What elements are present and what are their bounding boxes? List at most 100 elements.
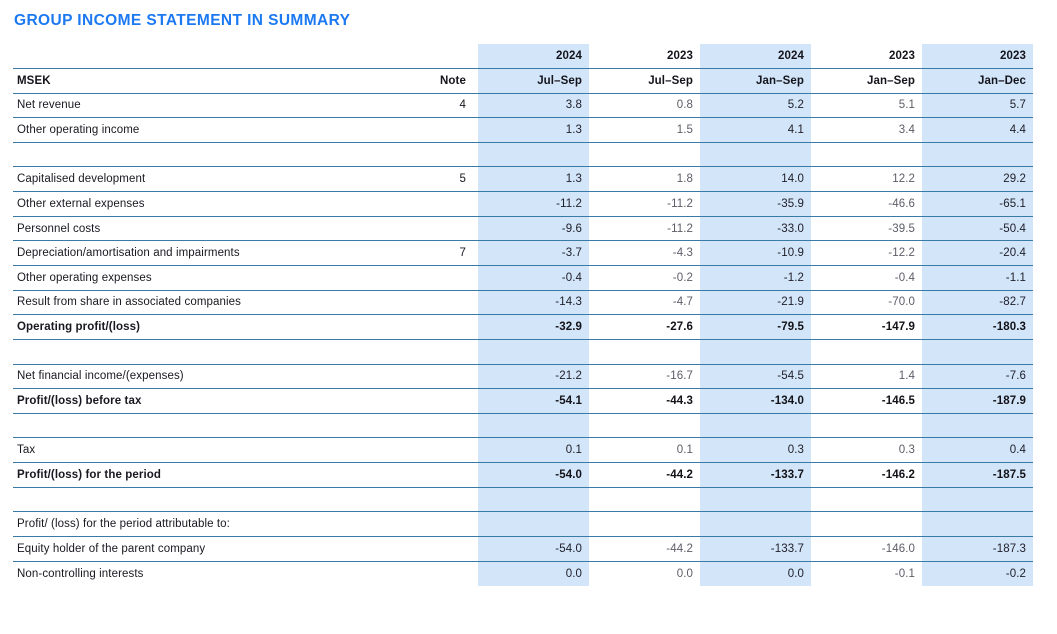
row-label-cell: Operating profit/(loss) — [13, 314, 418, 340]
value-cell: -54.1 — [478, 388, 589, 414]
value-cell — [922, 142, 1033, 168]
spacer-row — [13, 487, 1033, 513]
value-cell: -7.6 — [922, 364, 1033, 390]
value-cell: -134.0 — [700, 388, 811, 414]
value-cell: 14.0 — [700, 166, 811, 193]
note-cell: 7 — [418, 240, 478, 266]
value-cell — [478, 511, 589, 538]
period-header-col5: Jan–Dec — [922, 68, 1033, 94]
value-cell: -4.3 — [589, 240, 700, 266]
row-label-cell — [13, 413, 418, 439]
value-cell — [478, 142, 589, 168]
value-cell: -12.2 — [811, 240, 922, 266]
value-cell — [589, 511, 700, 538]
value-cell: -79.5 — [700, 314, 811, 340]
value-cell: -39.5 — [811, 216, 922, 242]
value-cell — [478, 413, 589, 439]
value-cell — [700, 142, 811, 168]
value-cell: 3.8 — [478, 93, 589, 119]
value-cell — [811, 511, 922, 538]
value-cell: 1.5 — [589, 117, 700, 143]
note-cell — [418, 437, 478, 464]
value-cell: -33.0 — [700, 216, 811, 242]
row-label-cell — [13, 339, 418, 365]
value-cell: 1.8 — [589, 166, 700, 193]
value-cell: 0.0 — [676, 567, 693, 580]
value-cell: -35.9 — [700, 191, 811, 217]
table-row: Other external expenses -11.2 -11.2 -35.9 -4… — [13, 191, 1033, 217]
row-label-cell: Other operating income — [13, 117, 418, 143]
value-cell — [478, 339, 589, 365]
table-row: Non-controlling interests 0.0 0.0 0.0 -0.1 -0… — [13, 561, 1033, 586]
table-row: Tax 0.1 0.1 0.3 0.3 0.4 — [13, 437, 1033, 464]
value-cell — [922, 487, 1033, 513]
value-cell: -54.5 — [700, 364, 811, 390]
row-label-cell: Profit/(loss) for the period — [13, 462, 418, 488]
value-cell: 5.2 — [700, 93, 811, 119]
value-cell — [589, 487, 700, 513]
value-cell: -65.1 — [922, 191, 1033, 217]
note-cell — [418, 388, 478, 414]
note-cell — [418, 117, 478, 143]
value-cell: 0.8 — [589, 93, 700, 119]
value-cell — [700, 487, 811, 513]
value-cell: 0.3 — [811, 437, 922, 464]
value-cell: -44.2 — [589, 462, 700, 488]
value-cell: 4.4 — [922, 117, 1033, 143]
year-header-spacer-label — [13, 44, 418, 69]
note-cell — [418, 265, 478, 291]
period-header-col2: Jul–Sep — [589, 68, 700, 94]
value-cell: -32.9 — [478, 314, 589, 340]
value-cell: 29.2 — [922, 166, 1033, 193]
table-row: Profit/ (loss) for the period attributab… — [13, 511, 1033, 538]
value-cell: -0.1 — [894, 567, 915, 580]
value-cell: 4.1 — [700, 117, 811, 143]
note-cell — [418, 511, 478, 538]
value-cell — [700, 339, 811, 365]
year-header-col5: 2023 — [922, 44, 1033, 69]
table-row: Capitalised development 5 1.3 1.8 14.0 12.2 29… — [13, 166, 1033, 193]
note-cell: 5 — [418, 166, 478, 193]
note-cell — [418, 413, 478, 439]
value-cell: 0.0 — [700, 561, 811, 586]
value-cell — [700, 511, 811, 538]
value-cell: -54.0 — [478, 462, 589, 488]
value-cell — [478, 487, 589, 513]
year-header-col3: 2024 — [700, 44, 811, 69]
table-header: 2024 2023 2024 2023 2023 MSEK Note Jul–S… — [13, 44, 1033, 94]
value-cell: -0.4 — [478, 265, 589, 291]
value-cell: -10.9 — [700, 240, 811, 266]
row-label-cell: Result from share in associated companie… — [13, 290, 418, 316]
value-cell: 0.0 — [478, 561, 589, 586]
income-statement-table: 2024 2023 2024 2023 2023 MSEK Note Jul–S… — [13, 44, 1033, 586]
value-cell: 1.4 — [811, 364, 922, 390]
note-cell — [418, 364, 478, 390]
value-cell: -27.6 — [589, 314, 700, 340]
value-cell: -11.2 — [589, 216, 700, 242]
value-cell: -146.0 — [811, 536, 922, 562]
note-cell — [418, 462, 478, 488]
value-cell: 1.3 — [478, 117, 589, 143]
row-label-cell: Depreciation/amortisation and impairment… — [13, 240, 418, 266]
value-cell: -3.7 — [478, 240, 589, 266]
row-label-cell: Other operating expenses — [13, 265, 418, 291]
value-cell: -44.3 — [589, 388, 700, 414]
value-cell: -0.2 — [589, 265, 700, 291]
row-label-cell: Personnel costs — [13, 216, 418, 242]
row-label-cell: Profit/ (loss) for the period attributab… — [13, 511, 418, 538]
row-label-cell: Net financial income/(expenses) — [13, 364, 418, 390]
note-cell — [418, 487, 478, 513]
table-row: Depreciation/amortisation and impairment… — [13, 240, 1033, 266]
table-row: Operating profit/(loss) -32.9 -27.6 -79.5 -1… — [13, 314, 1033, 340]
table-row: Profit/(loss) for the period -54.0 -44.2 -1… — [13, 462, 1033, 488]
table-row: Personnel costs -9.6 -11.2 -33.0 -39.5 -50.4 — [13, 216, 1033, 242]
value-cell — [811, 339, 922, 365]
value-cell: -21.2 — [478, 364, 589, 390]
period-header-col3: Jan–Sep — [700, 68, 811, 94]
value-cell: -133.7 — [700, 536, 811, 562]
value-cell: -146.5 — [811, 388, 922, 414]
table-row: Other operating income 1.3 1.5 4.1 3.4 4.4 — [13, 117, 1033, 143]
row-label-cell: Non-controlling interests — [17, 567, 144, 580]
note-cell — [418, 191, 478, 217]
value-cell: -21.9 — [700, 290, 811, 316]
